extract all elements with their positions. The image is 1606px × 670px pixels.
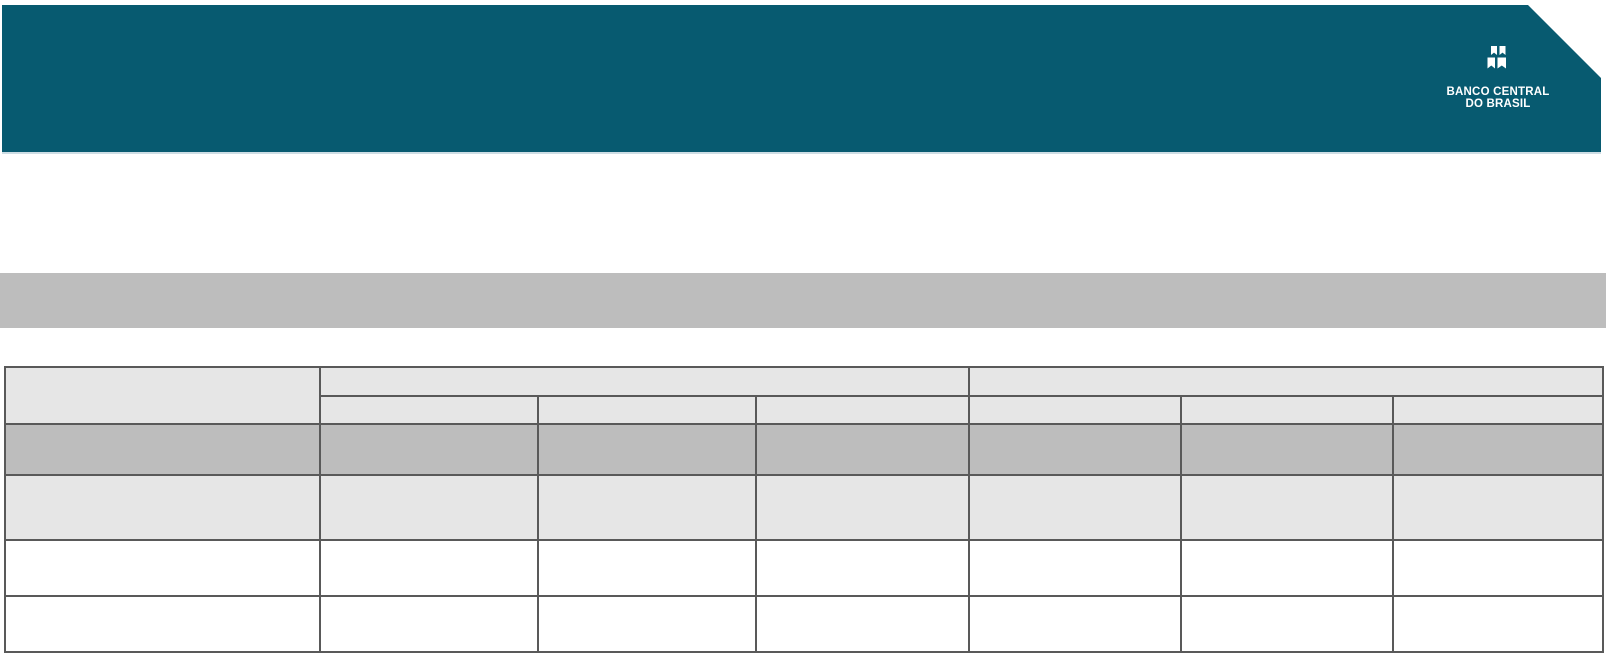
table-cell [4,474,321,541]
table-cell [4,423,321,476]
table-cell [754,423,971,476]
table-row [4,595,1605,653]
table-cell [754,539,971,597]
table-sub-header [537,395,757,425]
table-cell [1180,423,1395,476]
table-cell [1392,423,1605,476]
bcb-logo-line2: DO BRASIL [1465,98,1531,110]
table-cell [968,474,1183,541]
table-corner-header [4,366,321,425]
table-cell [537,539,757,597]
table-sub-header [1180,395,1395,425]
table-cell [319,595,539,653]
table-cell [4,595,321,653]
table-sub-header [754,395,971,425]
table-cell [1180,539,1395,597]
table-cell [1392,595,1605,653]
table-cell [1180,474,1395,541]
table-cell [754,595,971,653]
table-cell [1180,595,1395,653]
table-cell [754,474,971,541]
table-row [4,474,1605,541]
table-cell [319,423,539,476]
banner-underline [2,152,1601,154]
table-cell [319,474,539,541]
table-group-header-2 [968,366,1605,397]
table-cell [319,539,539,597]
table-cell [968,423,1183,476]
table-row [4,539,1605,597]
table-cell [4,539,321,597]
table-cell [1392,539,1605,597]
table-sub-header [1392,395,1605,425]
bcb-logo-icon [1483,45,1513,77]
table-group-header-1 [318,366,971,397]
table-cell [1392,474,1605,541]
table-row [4,423,1605,476]
table-cell [968,539,1183,597]
table-cell [968,595,1183,653]
bcb-logo: BANCO CENTRAL DO BRASIL [1434,45,1562,110]
section-title-bar [0,273,1606,328]
table-cell [537,474,757,541]
table-cell [537,595,757,653]
table-cell [537,423,757,476]
table-sub-header [968,395,1183,425]
header-banner: BANCO CENTRAL DO BRASIL [2,5,1601,152]
table-sub-header [319,395,539,425]
data-table [4,366,1605,653]
bcb-logo-line1: BANCO CENTRAL [1446,86,1550,98]
